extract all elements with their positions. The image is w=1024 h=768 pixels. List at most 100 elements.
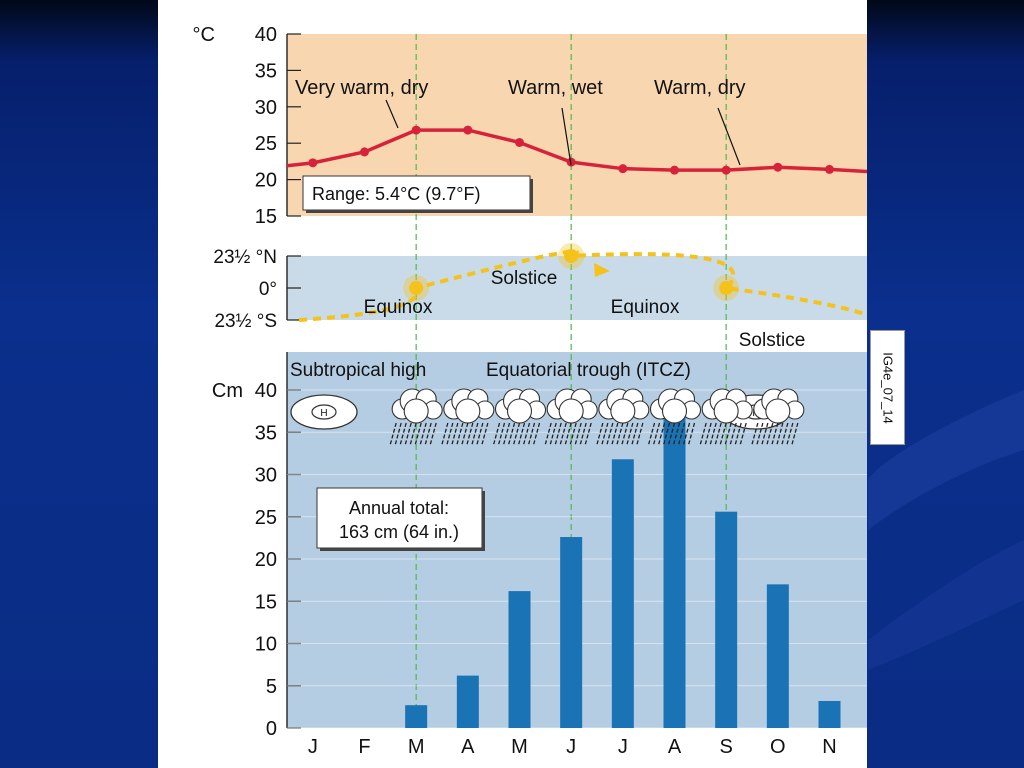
itcz-label: Equatorial trough (ITCZ) xyxy=(486,360,691,381)
rain-streak xyxy=(532,422,541,446)
precip-bar xyxy=(611,459,634,728)
sun-event-label: Solstice xyxy=(491,268,558,289)
rain-streak xyxy=(734,422,742,446)
temperature-point xyxy=(618,164,628,174)
precip-left-tick-label: 5 xyxy=(266,676,277,698)
rain-streak xyxy=(389,422,397,446)
figure-id-text: IG4e_07_14 xyxy=(880,351,895,424)
annual-total-line-1: Annual total: xyxy=(349,498,449,518)
temp-left-tick-label: 25 xyxy=(255,133,277,155)
precip-left-tick-label: 30 xyxy=(255,465,277,487)
sun-path-arrow xyxy=(594,263,610,277)
precip-bar xyxy=(715,511,738,728)
rain-streak xyxy=(667,422,676,446)
rain-streak xyxy=(419,422,427,446)
sun-marker xyxy=(409,281,424,295)
precip-left-unit: Cm xyxy=(212,380,243,402)
cloud-puff xyxy=(455,398,481,424)
month-label: J xyxy=(618,736,628,758)
annual-total-frame xyxy=(316,487,483,549)
rain-streak xyxy=(704,422,712,446)
rain-cloud-icon xyxy=(751,388,805,446)
rain-streak xyxy=(574,422,582,446)
rain-streak xyxy=(517,422,526,446)
month-label: O xyxy=(770,736,786,758)
rain-streak xyxy=(564,422,572,446)
rain-streak xyxy=(621,422,629,446)
range-label-box: Range: 5.4°C (9.7°F) xyxy=(302,175,533,213)
temp-left-tick-label: 35 xyxy=(255,60,277,82)
annotation-very-warm-dry: Very warm, dry xyxy=(295,77,428,99)
rain-streak xyxy=(647,422,656,446)
rain-streak xyxy=(446,422,454,446)
rain-streak xyxy=(481,422,489,446)
rain-streak xyxy=(471,422,479,446)
rain-streak xyxy=(579,422,587,446)
rain-streak xyxy=(682,422,691,446)
rain-streak xyxy=(611,422,619,446)
sun-event-label: Solstice xyxy=(739,330,806,351)
rain-streak xyxy=(451,422,459,446)
rain-streak xyxy=(424,422,432,446)
rain-streak xyxy=(492,422,501,446)
rain-cloud-icon xyxy=(699,388,753,446)
rain-cloud-icon xyxy=(441,388,495,446)
temperature-point xyxy=(515,137,524,147)
cloud-puff xyxy=(403,398,429,424)
rain-streak xyxy=(687,422,696,446)
annual-total-line-2: 163 cm (64 in.) xyxy=(339,522,459,542)
cloud-puff xyxy=(558,398,584,424)
temp-left-unit: °C xyxy=(193,24,215,46)
rain-streak xyxy=(404,422,412,446)
sun-tick-label: 23½ °S xyxy=(214,311,277,332)
sun-marker xyxy=(719,281,734,295)
annual-total-box: Annual total: 163 cm (64 in.) xyxy=(316,487,485,551)
rain-streak xyxy=(497,422,506,446)
rain-streak xyxy=(601,422,609,446)
rain-streak xyxy=(559,422,567,446)
precip-bar xyxy=(818,700,841,728)
rain-streak xyxy=(399,422,407,446)
month-label: M xyxy=(511,736,528,758)
month-label: J xyxy=(308,736,318,758)
precip-bar xyxy=(456,675,479,728)
cloud-puff xyxy=(661,398,688,424)
cloud-puff xyxy=(610,398,636,424)
temp-left-tick-label: 15 xyxy=(255,206,277,228)
cloud-puff xyxy=(713,398,739,424)
rain-streak xyxy=(729,422,737,446)
precip-bar xyxy=(766,584,789,728)
rain-streak xyxy=(761,422,769,446)
temperature-point xyxy=(773,162,783,172)
rain-streak xyxy=(756,422,764,446)
month-label: N xyxy=(822,736,836,758)
rain-streak xyxy=(502,422,511,446)
temperature-point xyxy=(825,164,834,174)
month-label: F xyxy=(358,736,370,758)
range-box-frame xyxy=(302,175,531,211)
rain-streak xyxy=(466,422,474,446)
rain-streak xyxy=(776,422,784,446)
temperature-point xyxy=(670,165,679,175)
rain-streak xyxy=(461,422,469,446)
rain-streak xyxy=(699,422,707,446)
precip-bar xyxy=(508,591,531,728)
temperature-line xyxy=(286,128,867,174)
rain-streak xyxy=(409,422,417,446)
annotation-leader-very-warm-dry xyxy=(385,99,399,129)
month-label: J xyxy=(566,736,576,758)
sun-event-label: Equinox xyxy=(611,297,680,318)
annotation-leader-warm-dry xyxy=(717,107,741,166)
rain-streak xyxy=(456,422,464,446)
rain-cloud-icon xyxy=(544,388,598,446)
rain-streak xyxy=(414,422,422,446)
rain-streak xyxy=(507,422,516,446)
sun-tick-label: 0° xyxy=(259,279,277,300)
rain-streak xyxy=(549,422,557,446)
rain-streak xyxy=(606,422,614,446)
precip-left-tick-label: 0 xyxy=(266,718,277,740)
rain-streak xyxy=(429,422,437,446)
rain-streak xyxy=(709,422,717,446)
rain-streak xyxy=(739,422,747,446)
rain-streak xyxy=(394,422,402,446)
